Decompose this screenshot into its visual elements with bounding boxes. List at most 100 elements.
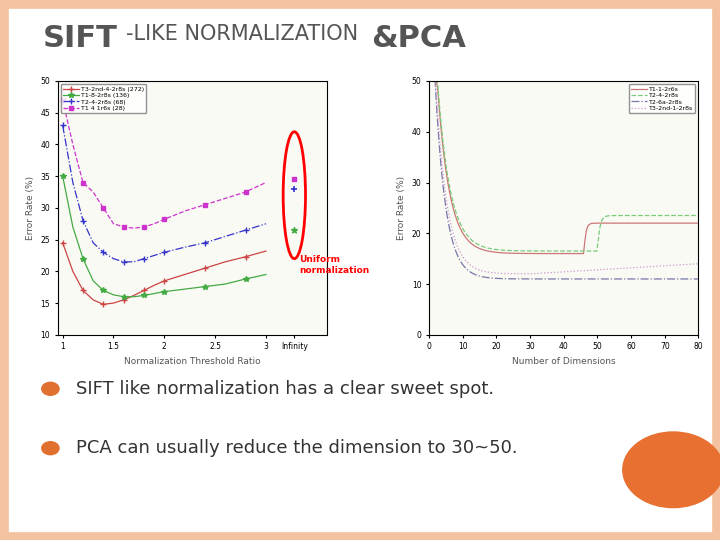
T3-2nd-4-2r8s (272) <box>241 253 250 260</box>
T2-4-2r8s <box>694 212 703 219</box>
T1 4 1r6s (28) <box>89 189 97 195</box>
T1-1-2r6s <box>694 220 703 226</box>
T2-6a-2r8s <box>694 276 703 282</box>
T3-2nd-1-2r8s <box>694 260 703 267</box>
T3-2nd-4-2r8s (272) <box>160 278 168 284</box>
T3-2nd-4-2r8s (272) <box>89 296 97 303</box>
T3-2nd-4-2r8s (272) <box>201 265 210 272</box>
T2-6a-2r8s <box>671 276 680 282</box>
T2-6a-2r8s <box>499 275 508 282</box>
T1-8-2r8s (136) <box>201 284 210 290</box>
T1-8-2r8s (136) <box>68 224 77 230</box>
T3-2nd-4-2r8s (272) <box>109 300 118 306</box>
T1-8-2r8s (136) <box>120 294 128 300</box>
Text: -LIKE NORMALIZATION: -LIKE NORMALIZATION <box>126 24 365 44</box>
Line: T3-2nd-1-2r8s: T3-2nd-1-2r8s <box>433 81 698 274</box>
T1-8-2r8s (136) <box>150 291 158 297</box>
T2-6a-2r8s <box>439 184 448 190</box>
T2-6a-2r8s <box>428 78 437 84</box>
Line: T1 4 1r6s (28): T1 4 1r6s (28) <box>60 98 268 230</box>
T3-2nd-4-2r8s (272) <box>120 296 128 303</box>
T3-2nd-4-2r8s (272) <box>99 301 108 308</box>
T1-8-2r8s (136) <box>99 287 108 294</box>
X-axis label: Number of Dimensions: Number of Dimensions <box>512 357 616 366</box>
T1 4 1r6s (28) <box>221 195 230 201</box>
T1-8-2r8s (136) <box>78 255 87 262</box>
T3-2nd-1-2r8s <box>672 262 681 268</box>
T1-1-2r6s <box>444 184 453 190</box>
Line: T1-1-2r6s: T1-1-2r6s <box>433 81 698 254</box>
T3-2nd-4-2r8s (272) <box>58 240 67 246</box>
Legend: T1-1-2r6s, T2-4-2r8s, T2-6a-2r8s, T3-2nd-1-2r8s: T1-1-2r6s, T2-4-2r8s, T2-6a-2r8s, T3-2nd… <box>629 84 696 113</box>
T3-2nd-1-2r8s <box>526 271 534 277</box>
T1-8-2r8s (136) <box>221 281 230 287</box>
T2-4-2r8s (68) <box>89 240 97 246</box>
T3-2nd-4-2r8s (272) <box>130 292 138 299</box>
Text: &PCA: &PCA <box>371 24 466 53</box>
T2-4-2r8s (68) <box>160 249 168 255</box>
T2-4-2r8s <box>439 140 448 147</box>
T3-2nd-4-2r8s (272) <box>68 268 77 274</box>
T1 4 1r6s (28) <box>241 189 250 195</box>
T1-1-2r6s <box>428 78 437 84</box>
T2-6a-2r8s <box>477 273 486 280</box>
T1-8-2r8s (136) <box>89 278 97 284</box>
T1-8-2r8s (136) <box>180 286 189 292</box>
T3-2nd-4-2r8s (272) <box>180 271 189 278</box>
Text: SIFT: SIFT <box>43 24 118 53</box>
T3-2nd-1-2r8s <box>499 270 508 276</box>
T2-6a-2r8s <box>444 220 453 227</box>
Point <box>289 175 300 184</box>
Line: T2-4-2r8s (68): T2-4-2r8s (68) <box>60 123 269 265</box>
T2-4-2r8s (68) <box>68 179 77 186</box>
T2-4-2r8s (68) <box>221 233 230 240</box>
T1-1-2r6s <box>477 246 486 253</box>
Line: T3-2nd-4-2r8s (272): T3-2nd-4-2r8s (272) <box>60 240 269 307</box>
Line: T2-4-2r8s: T2-4-2r8s <box>433 76 698 251</box>
T1-1-2r6s <box>672 220 681 226</box>
Line: T1-8-2r8s (136): T1-8-2r8s (136) <box>60 173 269 300</box>
T2-4-2r8s <box>428 73 437 79</box>
Y-axis label: Error Rate (%): Error Rate (%) <box>397 176 406 240</box>
T2-6a-2r8s <box>680 276 689 282</box>
T1-1-2r6s <box>499 249 508 256</box>
T1-1-2r6s <box>579 251 588 257</box>
T1 4 1r6s (28) <box>140 224 148 230</box>
Point <box>289 226 300 234</box>
T1-8-2r8s (136) <box>140 292 148 299</box>
T2-4-2r8s (68) <box>180 244 189 251</box>
Text: PCA can usually reduce the dimension to 30~50.: PCA can usually reduce the dimension to … <box>76 439 517 457</box>
T1 4 1r6s (28) <box>120 224 128 230</box>
T3-2nd-1-2r8s <box>477 267 486 274</box>
T2-4-2r8s (68) <box>150 252 158 259</box>
T1-8-2r8s (136) <box>130 294 138 300</box>
Line: T2-6a-2r8s: T2-6a-2r8s <box>433 81 698 279</box>
T2-4-2r8s <box>499 247 508 253</box>
T1 4 1r6s (28) <box>58 97 67 103</box>
T3-2nd-1-2r8s <box>428 78 437 84</box>
T1 4 1r6s (28) <box>109 220 118 227</box>
T2-4-2r8s <box>593 248 601 254</box>
T2-4-2r8s (68) <box>120 259 128 265</box>
T2-4-2r8s (68) <box>130 259 138 265</box>
T3-2nd-1-2r8s <box>682 261 690 268</box>
T2-4-2r8s (68) <box>99 249 108 255</box>
T1-1-2r6s <box>682 220 690 226</box>
T3-2nd-1-2r8s <box>444 210 453 217</box>
T3-2nd-4-2r8s (272) <box>261 248 270 254</box>
T2-4-2r8s (68) <box>261 220 270 227</box>
T1 4 1r6s (28) <box>150 220 158 227</box>
T1-8-2r8s (136) <box>241 276 250 282</box>
T2-4-2r8s (68) <box>241 227 250 233</box>
Point <box>289 185 300 193</box>
T1-1-2r6s <box>439 146 448 152</box>
T1-8-2r8s (136) <box>109 292 118 298</box>
T3-2nd-1-2r8s <box>439 173 448 179</box>
Legend: T3-2nd-4-2r8s (272), T1-8-2r8s (136), T2-4-2r8s (68), T1 4 1r6s (28): T3-2nd-4-2r8s (272), T1-8-2r8s (136), T2… <box>60 84 146 113</box>
T2-4-2r8s (68) <box>78 217 87 224</box>
T1-8-2r8s (136) <box>261 271 270 278</box>
T1 4 1r6s (28) <box>130 225 138 232</box>
T1 4 1r6s (28) <box>261 179 270 186</box>
T1 4 1r6s (28) <box>160 216 168 222</box>
T3-2nd-4-2r8s (272) <box>221 259 230 265</box>
